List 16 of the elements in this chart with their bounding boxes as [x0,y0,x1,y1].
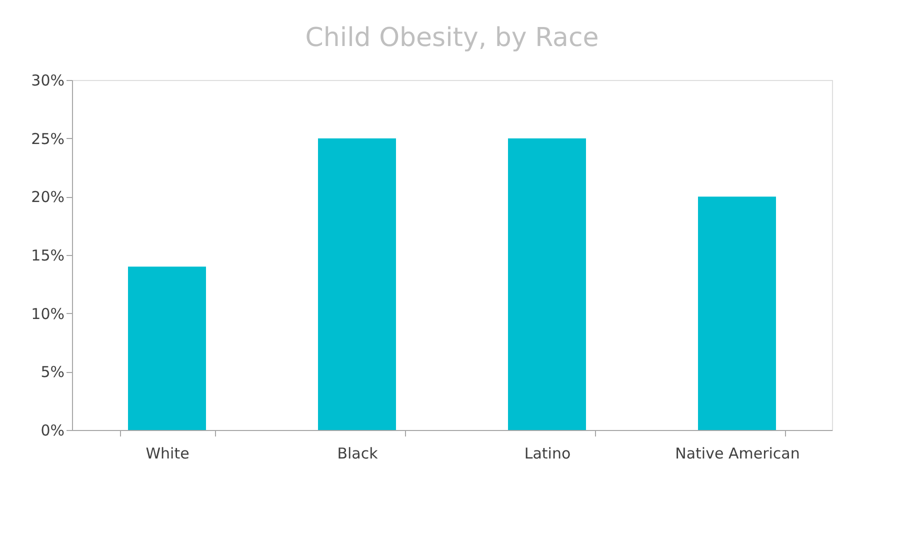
y-tick-label: 15% [31,246,64,264]
bar [698,196,776,430]
x-tick-label: Native American [675,444,800,462]
y-tick-label: 0% [40,422,64,440]
y-tick-label: 10% [31,304,64,323]
y-tick-label: 20% [31,188,64,206]
y-tick-label: 30% [31,72,64,90]
x-tick-label: White [146,444,190,462]
x-tick-label: Latino [524,444,571,462]
chart-title: Child Obesity, by Race [305,23,599,53]
x-tick-label: Black [337,444,378,462]
bar [128,266,206,430]
y-tick-label: 25% [31,130,64,148]
bar [318,138,396,430]
y-tick-label: 5% [40,363,64,382]
bar [508,138,586,430]
